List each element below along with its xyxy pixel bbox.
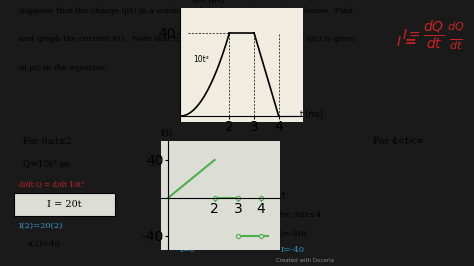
Text: Q=10t² so: Q=10t² so — [23, 159, 70, 168]
Text: I(2)=20(2): I(2)=20(2) — [19, 222, 63, 230]
Text: $\overline{dt}$: $\overline{dt}$ — [449, 37, 463, 52]
Text: 10t²: 10t² — [194, 56, 210, 64]
Text: in μC in the equation.: in μC in the equation. — [19, 64, 108, 72]
Text: I=-40: I=-40 — [281, 246, 305, 254]
FancyBboxPatch shape — [14, 193, 115, 217]
Text: and graph the current i(t).  Note that time t is given in ms and charge q(t) is : and graph the current i(t). Note that ti… — [19, 35, 355, 43]
Text: For 4<t<∞: For 4<t<∞ — [373, 137, 424, 146]
Text: I(2)=40: I(2)=40 — [28, 240, 61, 248]
Text: For 0≤t≤2: For 0≤t≤2 — [23, 137, 72, 146]
Text: q(t) [μC]: q(t) [μC] — [192, 0, 225, 4]
Text: Q = 90: Q = 90 — [175, 230, 205, 238]
Text: Q=-40t: Q=-40t — [276, 230, 307, 238]
Text: For 2<t≤3: For 2<t≤3 — [175, 211, 220, 219]
Text: I = 20t: I = 20t — [47, 200, 82, 209]
Text: t [ms]: t [ms] — [300, 110, 322, 119]
Text: I(t): I(t) — [160, 129, 172, 138]
Text: d/dt Q = d/dt 10t²: d/dt Q = d/dt 10t² — [19, 181, 84, 189]
Text: $\it{I}=\dfrac{dQ}{dt}$: $\it{I}=\dfrac{dQ}{dt}$ — [402, 19, 445, 51]
Text: $dQ$: $dQ$ — [447, 20, 465, 33]
Text: Suppose that the charge q(t) in a conductor has the waveform shown below.  Find: Suppose that the charge q(t) in a conduc… — [19, 7, 353, 15]
Text: $\it{I}$ =: $\it{I}$ = — [396, 35, 419, 49]
Text: I=0: I=0 — [180, 246, 195, 254]
Text: For 3≤t≤4: For 3≤t≤4 — [276, 211, 321, 219]
Text: t: t — [282, 192, 285, 201]
Text: Created with Doceria: Created with Doceria — [276, 258, 335, 263]
